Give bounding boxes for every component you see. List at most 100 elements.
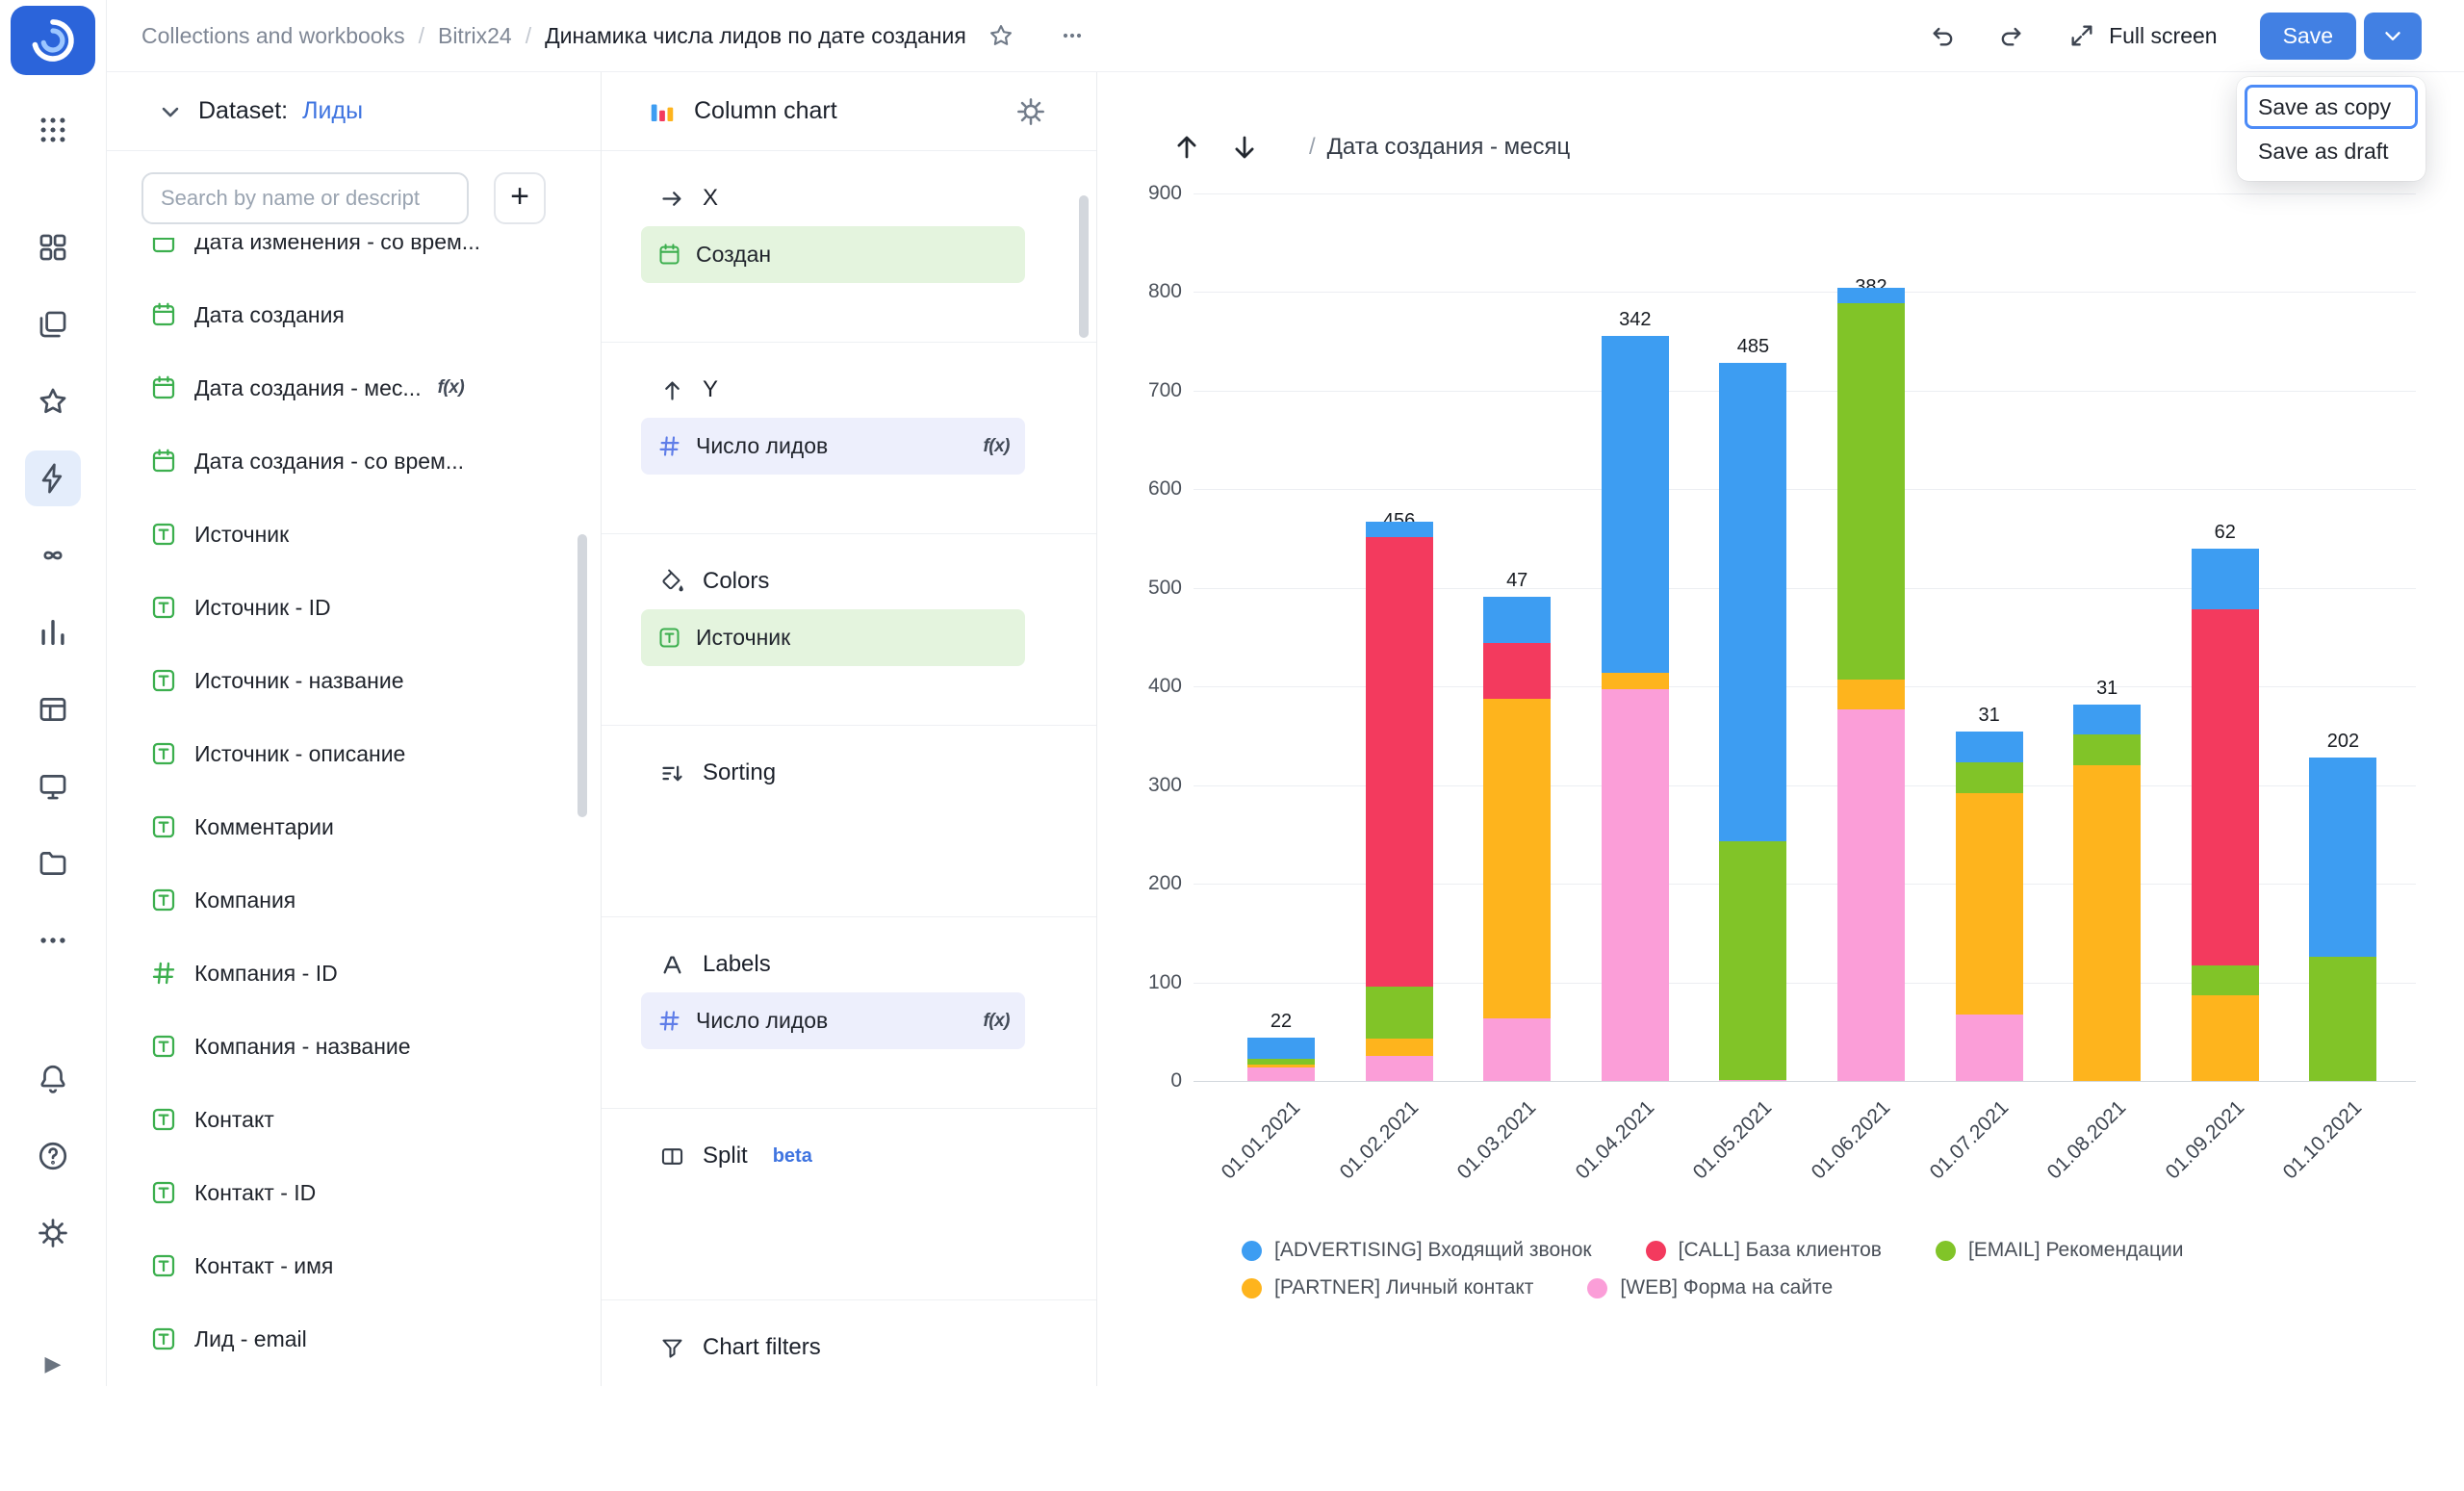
bar-segment[interactable] — [2073, 765, 2142, 1081]
bar-segment[interactable] — [2191, 609, 2259, 966]
dataset-field-row[interactable]: Источник — [107, 498, 601, 571]
legend-item[interactable]: [ADVERTISING] Входящий звонок — [1242, 1239, 1592, 1262]
bar-segment[interactable] — [1365, 522, 1433, 537]
dataset-field-row[interactable]: Компания — [107, 863, 601, 937]
chevron-down-icon[interactable] — [157, 98, 184, 125]
bar-segment[interactable] — [1719, 1079, 1787, 1081]
bar-segment[interactable] — [1837, 302, 1905, 681]
help-question-icon[interactable] — [25, 1128, 81, 1184]
bar-segment[interactable] — [2073, 734, 2142, 766]
dataset-field-row[interactable]: Дата создания — [107, 278, 601, 351]
dataset-name-link[interactable]: Лиды — [302, 97, 364, 124]
legend-item[interactable]: [EMAIL] Рекомендации — [1935, 1239, 2183, 1262]
field-dropzone[interactable]: Число лидов f(x) — [641, 992, 1025, 1091]
save-options-button[interactable] — [2364, 12, 2422, 60]
bar-segment[interactable] — [1601, 689, 1669, 1081]
dataset-field-row[interactable]: Контакт — [107, 1083, 601, 1156]
field-dropzone[interactable] — [641, 1184, 1025, 1282]
menu-item-save-as-draft[interactable]: Save as draft — [2258, 138, 2389, 164]
config-scrollbar[interactable] — [1079, 195, 1089, 338]
presentations-monitor-icon[interactable] — [25, 758, 81, 814]
expand-rail-arrow-icon[interactable]: ▶ — [44, 1351, 62, 1375]
dataset-field-row[interactable]: Источник - описание — [107, 717, 601, 790]
bar-segment[interactable] — [1247, 1064, 1315, 1067]
bar-segment[interactable] — [1837, 708, 1905, 1081]
dataset-field-row[interactable]: Источник - название — [107, 644, 601, 717]
menu-item-save-as-copy[interactable]: Save as copy — [2245, 85, 2418, 129]
bar-segment[interactable] — [1719, 841, 1787, 1080]
dashboards-icon[interactable] — [25, 219, 81, 275]
storage-folder-icon[interactable] — [25, 835, 81, 891]
bar-segment[interactable] — [1837, 680, 1905, 709]
drill-down-button[interactable] — [1222, 125, 1267, 169]
field-search-input[interactable] — [141, 172, 469, 224]
field-pill[interactable]: Число лидов f(x) — [641, 992, 1025, 1049]
settings-gear-icon[interactable] — [25, 1205, 81, 1261]
redo-icon[interactable] — [1989, 14, 2032, 57]
field-pill[interactable]: Создан — [641, 226, 1025, 283]
dataset-scrollbar[interactable] — [578, 534, 587, 817]
bar-segment[interactable] — [1365, 1038, 1433, 1057]
dataset-field-row[interactable]: Дата изменения - со врем... — [107, 238, 601, 278]
bar-segment[interactable] — [1483, 643, 1552, 699]
bar-segment[interactable] — [1483, 698, 1552, 1019]
bar-segment[interactable] — [1955, 732, 2023, 763]
dataset-field-row[interactable]: Компания - название — [107, 1010, 601, 1083]
more-nav-icon[interactable] — [25, 913, 81, 968]
field-dropzone[interactable] — [641, 801, 1025, 899]
dataset-field-row[interactable]: Контакт - имя — [107, 1229, 601, 1302]
bar-segment[interactable] — [1955, 762, 2023, 793]
add-field-button[interactable]: + — [494, 172, 546, 224]
bar-segment[interactable] — [2309, 956, 2377, 1081]
collections-icon[interactable] — [25, 296, 81, 352]
full-screen-button[interactable]: Full screen — [2068, 22, 2218, 49]
dataset-field-row[interactable]: Компания - ID — [107, 937, 601, 1010]
legend-item[interactable]: [CALL] База клиентов — [1645, 1239, 1882, 1262]
breadcrumb-workbook[interactable]: Bitrix24 — [437, 22, 512, 48]
bar-segment[interactable] — [1719, 363, 1787, 842]
save-button[interactable]: Save — [2259, 12, 2356, 60]
field-dropzone[interactable] — [641, 1375, 1025, 1474]
dataset-field-row[interactable]: Источник - ID — [107, 571, 601, 644]
datasets-table-icon[interactable] — [25, 681, 81, 737]
dataset-field-row[interactable]: Дата создания - со врем... — [107, 424, 601, 498]
bar-segment[interactable] — [1837, 288, 1905, 303]
more-actions-icon[interactable] — [1051, 14, 1093, 57]
bar-segment[interactable] — [1483, 1018, 1552, 1081]
drill-field-label[interactable]: Дата создания - месяц — [1326, 134, 1571, 160]
bar-segment[interactable] — [1247, 1059, 1315, 1065]
bar-segment[interactable] — [2073, 704, 2142, 735]
breadcrumb-collections[interactable]: Collections and workbooks — [141, 22, 405, 48]
bar-segment[interactable] — [1365, 986, 1433, 1039]
chart-settings-gear-icon[interactable] — [1015, 96, 1046, 127]
bar-segment[interactable] — [2309, 757, 2377, 957]
bar-segment[interactable] — [2191, 965, 2259, 995]
chart-type-label[interactable]: Column chart — [694, 97, 837, 124]
apps-grid-icon[interactable] — [25, 102, 81, 158]
drill-up-button[interactable] — [1165, 125, 1209, 169]
dataset-field-row[interactable]: Контакт - ID — [107, 1156, 601, 1229]
legend-item[interactable]: [PARTNER] Личный контакт — [1242, 1276, 1533, 1299]
bar-segment[interactable] — [1601, 335, 1669, 673]
field-pill[interactable]: Число лидов f(x) — [641, 418, 1025, 475]
favorites-star-icon[interactable] — [25, 373, 81, 429]
legend-item[interactable]: [WEB] Форма на сайте — [1587, 1276, 1833, 1299]
bar-segment[interactable] — [1955, 792, 2023, 1015]
dataset-field-row[interactable]: Лид - email — [107, 1302, 601, 1374]
bar-segment[interactable] — [1601, 672, 1669, 690]
editor-lightning-icon[interactable] — [25, 450, 81, 506]
bar-segment[interactable] — [1955, 1015, 2023, 1081]
field-pill[interactable]: Источник — [641, 609, 1025, 666]
charts-icon[interactable] — [25, 604, 81, 660]
favorite-star-icon[interactable] — [980, 14, 1022, 57]
bar-segment[interactable] — [2191, 994, 2259, 1081]
datalens-logo[interactable] — [11, 6, 95, 75]
dataset-field-row[interactable]: Комментарии — [107, 790, 601, 863]
notifications-bell-icon[interactable] — [25, 1051, 81, 1107]
dataset-field-row[interactable]: Дата создания - мес... f(x) — [107, 351, 601, 424]
field-dropzone[interactable]: Число лидов f(x) — [641, 418, 1025, 516]
connections-icon[interactable] — [25, 527, 81, 583]
bar-segment[interactable] — [1365, 536, 1433, 987]
field-dropzone[interactable]: Создан — [641, 226, 1025, 324]
bar-segment[interactable] — [2191, 548, 2259, 610]
